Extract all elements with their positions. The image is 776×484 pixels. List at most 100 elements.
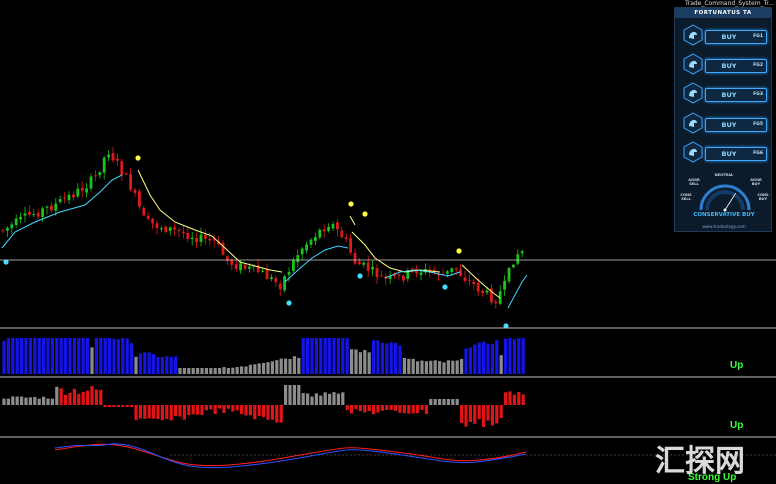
buy-button-fg2[interactable]: BUY FG2 — [705, 59, 767, 73]
histogram-bar — [116, 405, 120, 407]
verdict-label: CONSERVATIVE BUY — [693, 212, 755, 218]
timeframe-label: FG1 — [753, 34, 763, 39]
candle — [424, 263, 427, 275]
candle — [437, 271, 440, 282]
histogram-bar — [226, 405, 230, 409]
signal-row-fg2[interactable]: BUY FG2 — [683, 53, 769, 75]
histogram-bar — [345, 405, 349, 411]
histogram-bar — [477, 405, 481, 420]
histogram-bar — [275, 360, 279, 374]
histogram-bar — [504, 338, 508, 374]
histogram-bar — [367, 352, 371, 374]
histogram-bar — [358, 352, 362, 374]
histogram-bar — [130, 405, 134, 407]
fortunatus-ta-panel: FORTUNATUS TA BUY FG1 BUY FG2 BUY FG3 BU… — [674, 7, 772, 232]
candle — [102, 156, 106, 180]
histogram-bar — [15, 338, 19, 374]
sentiment-gauge: NEUTRAL AGGR SELL AGGR BUY CONS SELL CON… — [675, 173, 773, 233]
candle — [23, 206, 27, 223]
window-title[interactable]: Trade_Command_System_Tr... — [684, 0, 774, 7]
candle — [124, 172, 128, 176]
buy-button-fg1[interactable]: BUY FG1 — [705, 30, 767, 44]
candle — [476, 278, 480, 297]
candle — [274, 275, 278, 287]
histogram-bar — [517, 392, 521, 405]
histogram-bar — [11, 396, 15, 405]
candle — [353, 248, 357, 266]
candle — [454, 267, 458, 276]
buy-button-fg6[interactable]: BUY FG6 — [705, 147, 767, 161]
histogram-bar — [72, 338, 76, 374]
signal-dot — [135, 155, 141, 161]
timeframe-label: FG3 — [753, 92, 763, 97]
signal-row-fg5[interactable]: BUY FG5 — [683, 112, 769, 134]
gauge-label-neutral: NEUTRAL — [714, 173, 734, 177]
candle — [380, 270, 383, 278]
histogram-bar — [2, 341, 6, 374]
histogram-bar — [77, 338, 81, 374]
histogram-bar — [372, 340, 376, 374]
candle — [270, 274, 273, 282]
histogram-bar — [218, 405, 222, 409]
histogram-bar — [407, 405, 411, 414]
histogram-bar — [94, 389, 98, 405]
histogram-bar — [442, 362, 446, 374]
histogram-bar — [446, 360, 450, 374]
histogram-bar — [28, 397, 32, 405]
histogram-bar — [134, 356, 138, 374]
site-link[interactable]: www.tradeology.com — [702, 224, 746, 229]
histogram-bar — [147, 352, 151, 374]
signal-row-fg1[interactable]: BUY FG1 — [683, 24, 769, 46]
histogram-bar — [200, 405, 204, 416]
histogram-bar — [191, 405, 195, 415]
candle — [507, 266, 511, 284]
histogram-bar — [11, 338, 15, 374]
signal-dot — [456, 248, 462, 254]
moving-average-line — [137, 169, 501, 299]
histogram-bar — [213, 368, 217, 374]
watermark-logo: 汇探网 — [655, 444, 745, 477]
histogram-bar — [314, 393, 318, 405]
histogram-bar — [416, 361, 420, 374]
signal-row-fg6[interactable]: BUY FG6 — [683, 141, 769, 163]
histogram-bar — [187, 368, 191, 374]
histogram-bar — [81, 391, 85, 405]
histogram-bar — [424, 361, 428, 374]
histogram-bar — [178, 368, 182, 374]
histogram-bar — [279, 405, 283, 423]
histogram-bar — [90, 385, 94, 405]
candle — [234, 259, 238, 273]
histogram-bar — [209, 405, 213, 410]
candle — [107, 150, 110, 162]
histogram-bar — [301, 338, 305, 374]
histogram-bar — [156, 356, 160, 374]
histogram-bar — [50, 338, 54, 374]
candle — [67, 191, 71, 205]
signal-row-fg3[interactable]: BUY FG3 — [683, 82, 769, 104]
histogram-bar — [341, 338, 345, 374]
candle — [120, 158, 124, 182]
histogram-bar — [460, 405, 464, 424]
candle — [28, 205, 31, 217]
histogram-bar — [125, 338, 129, 374]
buy-button-fg3[interactable]: BUY FG3 — [705, 88, 767, 102]
candle — [146, 212, 150, 221]
histogram-bar — [152, 405, 156, 419]
histogram-bar — [297, 357, 301, 374]
candle — [516, 249, 520, 266]
histogram-bar — [508, 391, 512, 405]
buy-button-fg5[interactable]: BUY FG5 — [705, 118, 767, 132]
histogram-bar — [376, 340, 380, 374]
histogram-bar — [42, 338, 46, 374]
histogram-bar — [64, 394, 68, 405]
candle — [393, 272, 396, 280]
histogram-bar — [235, 367, 239, 374]
candle — [371, 260, 374, 277]
histogram-bar — [240, 366, 244, 374]
histogram-bar — [99, 389, 103, 405]
histogram-bar — [33, 338, 37, 374]
histogram-bar — [389, 342, 393, 374]
histogram-bar — [121, 405, 125, 407]
histogram-bar — [253, 405, 257, 420]
